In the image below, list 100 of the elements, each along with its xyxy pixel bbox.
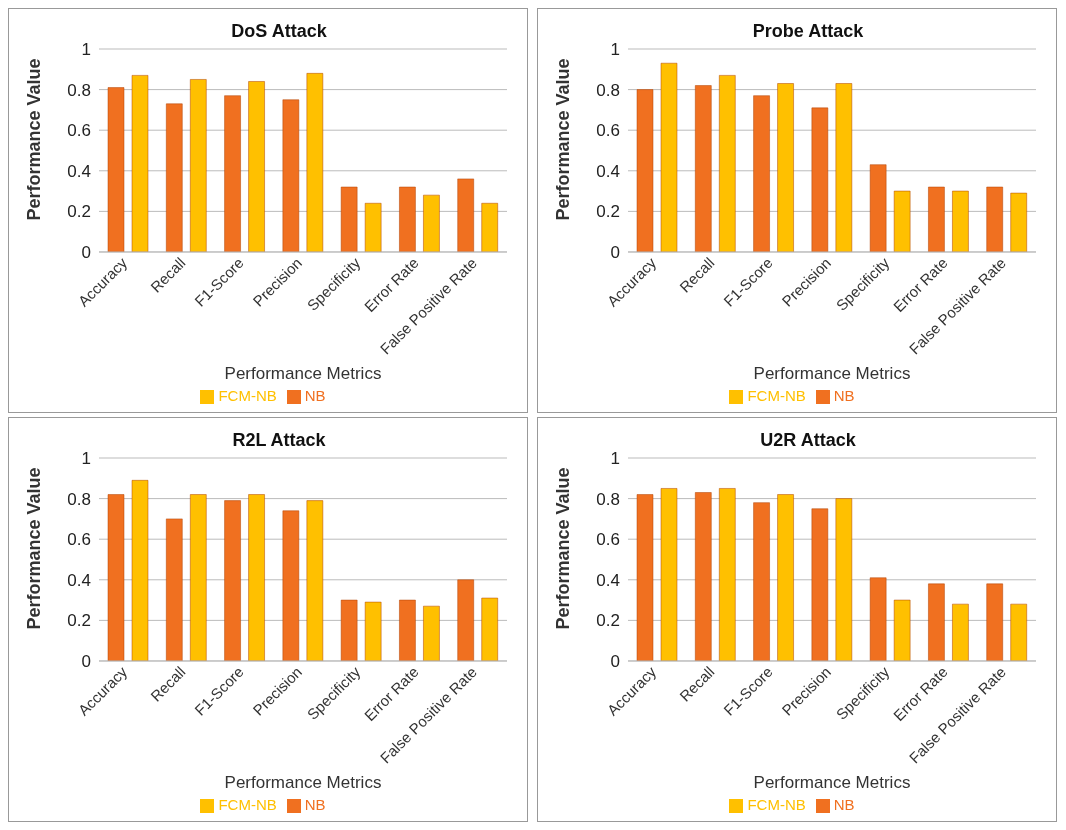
bar [224,95,241,252]
y-tick-label: 0.2 [596,202,620,222]
bar [282,99,300,252]
chart-title: Probe Attack [752,21,865,41]
bar [719,75,736,252]
y-tick-label: 0 [81,652,91,671]
bar [399,599,416,661]
y-tick-label: 0.2 [596,611,620,631]
bar [753,95,770,252]
y-tick-label: 0.6 [67,530,91,550]
chart-title: R2L Attack [232,430,327,450]
y-tick-label: 1 [610,40,620,60]
bar [423,194,440,252]
bar [190,494,207,661]
bar [811,107,829,252]
bar [481,203,498,252]
bar [131,75,149,252]
bar [423,605,440,661]
bar [753,502,770,661]
bar [306,500,324,661]
y-tick-label: 0.4 [596,161,620,181]
bar [777,494,794,661]
bar [835,83,853,252]
bar [660,488,678,661]
bar [869,577,887,661]
y-tick-label: 0.4 [596,570,620,590]
legend-label: NB [833,386,855,404]
y-tick-label: 0.6 [596,530,620,550]
bar [952,603,969,661]
bar [636,494,654,661]
bar [166,518,183,661]
bar [190,79,207,252]
bar [928,186,945,252]
bar [1010,192,1027,252]
bar [340,599,358,661]
bar [481,597,498,661]
y-tick-label: 0.4 [67,570,91,590]
bar [107,87,125,252]
legend-label: NB [304,386,326,404]
bar [928,583,945,661]
bar [986,583,1003,661]
bar [952,190,969,252]
bar [306,73,324,252]
bar [893,599,911,661]
y-tick-label: 0.6 [67,121,91,141]
bar [869,164,887,252]
y-tick-label: 1 [610,449,620,469]
x-axis-title: Performance Metrics [753,363,911,383]
legend-label: FCM-NB [747,386,806,404]
bar [777,83,794,252]
y-axis-title: Performance Value [24,467,45,630]
bar [457,178,474,252]
bar [248,81,265,252]
y-tick-label: 0.2 [67,202,91,222]
legend-label: NB [304,795,326,813]
bar [893,190,911,252]
bar [364,601,382,661]
x-axis-title: Performance Metrics [753,772,911,792]
bar [166,103,183,252]
y-tick-label: 0.8 [67,489,91,509]
y-axis-title: Performance Value [24,58,45,221]
bar [248,494,265,661]
bar [1010,603,1027,661]
y-tick-label: 0.6 [596,121,620,141]
y-axis-title: Performance Value [553,467,574,630]
y-tick-label: 0.8 [596,489,620,509]
y-tick-label: 0.8 [596,80,620,100]
x-axis-title: Performance Metrics [224,363,382,383]
bar [835,498,853,661]
legend-label: FCM-NB [218,795,277,813]
chart-title: U2R Attack [760,430,857,450]
bar [224,500,241,661]
bar [131,480,149,661]
bar [986,186,1003,252]
bar [282,510,300,661]
bar [340,186,358,252]
legend-label: FCM-NB [747,795,806,813]
bar [107,494,125,661]
y-tick-label: 0 [610,652,620,671]
chart-title: DoS Attack [231,21,328,41]
bar [811,508,829,661]
y-axis-title: Performance Value [553,58,574,221]
bar [695,85,712,252]
x-axis-title: Performance Metrics [224,772,382,792]
bar [636,89,654,252]
y-tick-label: 0.8 [67,80,91,100]
y-tick-label: 0 [81,243,91,262]
bar [719,488,736,661]
bar [660,62,678,252]
legend-label: NB [833,795,855,813]
bar [457,579,474,661]
y-tick-label: 0.2 [67,611,91,631]
y-tick-label: 0 [610,243,620,262]
bar [399,186,416,252]
legend-label: FCM-NB [218,386,277,404]
bar [364,203,382,252]
y-tick-label: 0.4 [67,161,91,181]
bar [695,492,712,661]
y-tick-label: 1 [81,449,91,469]
y-tick-label: 1 [81,40,91,60]
